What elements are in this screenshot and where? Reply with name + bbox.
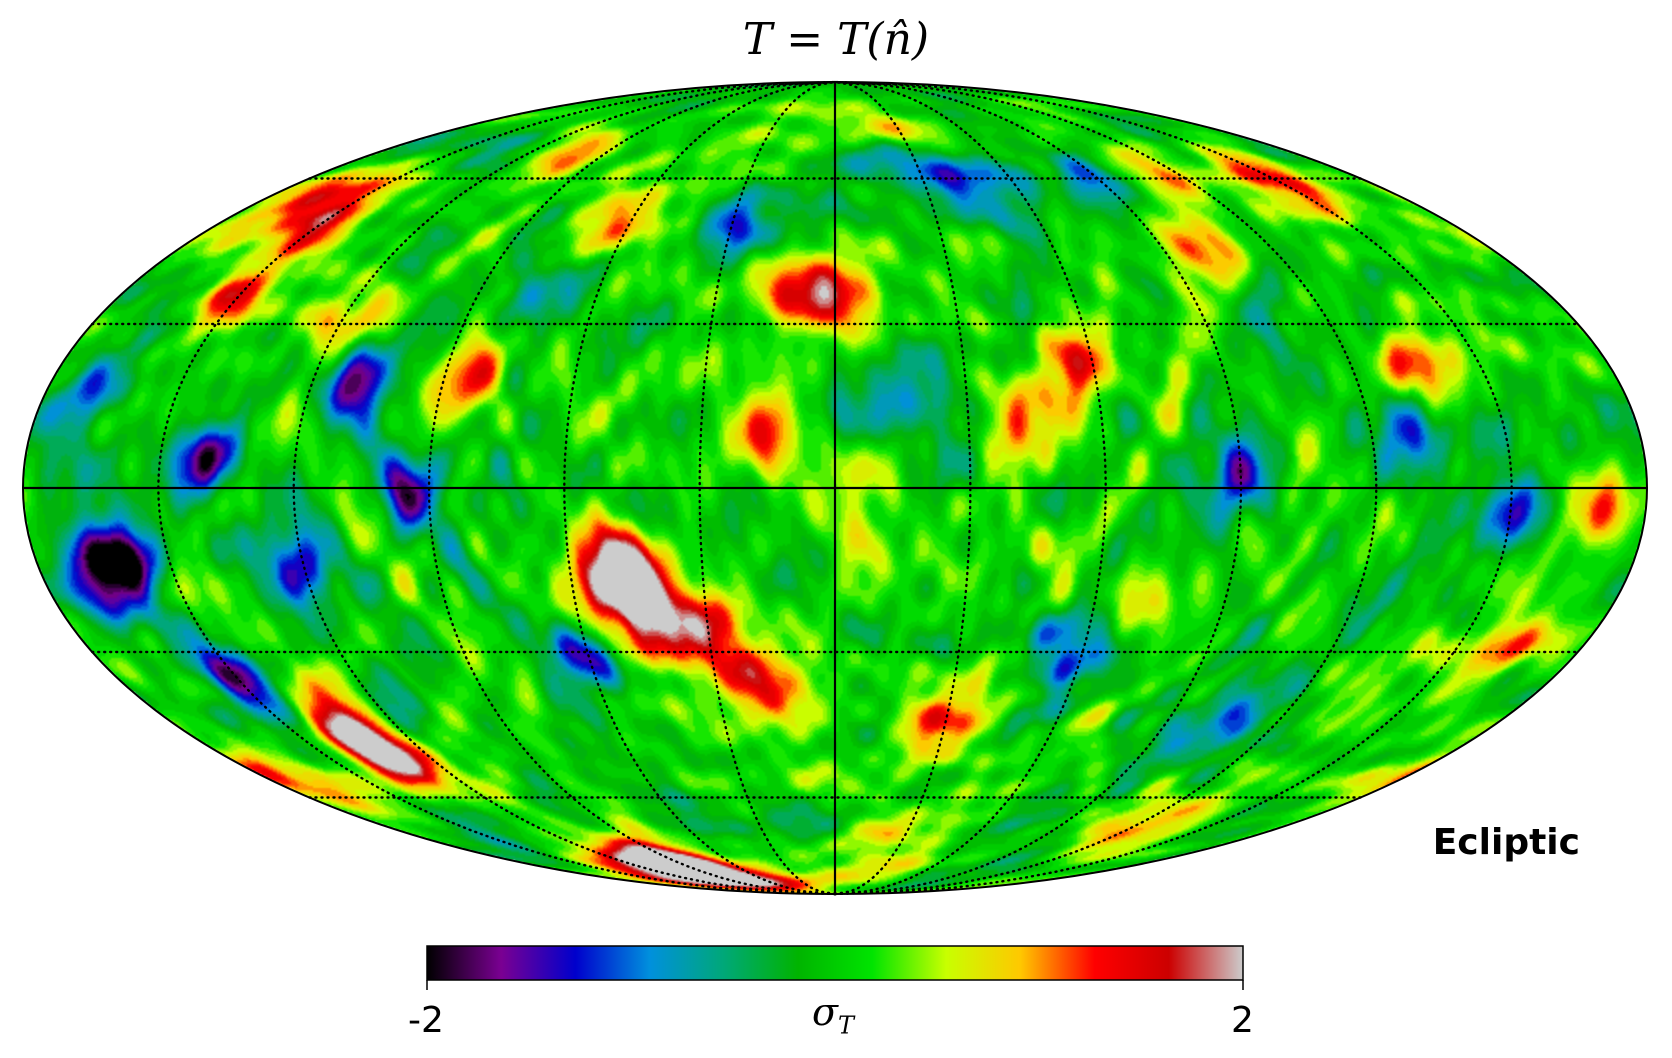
colorbar-min-label: -2 [408,1000,444,1041]
colorbar-max-label: 2 [1231,1000,1254,1041]
colorbar [426,945,1244,981]
map-title: T = T(n̂) [742,14,930,65]
colorbar-unit-label: σT [812,990,854,1040]
coordinate-system-label: Ecliptic [1432,822,1580,863]
